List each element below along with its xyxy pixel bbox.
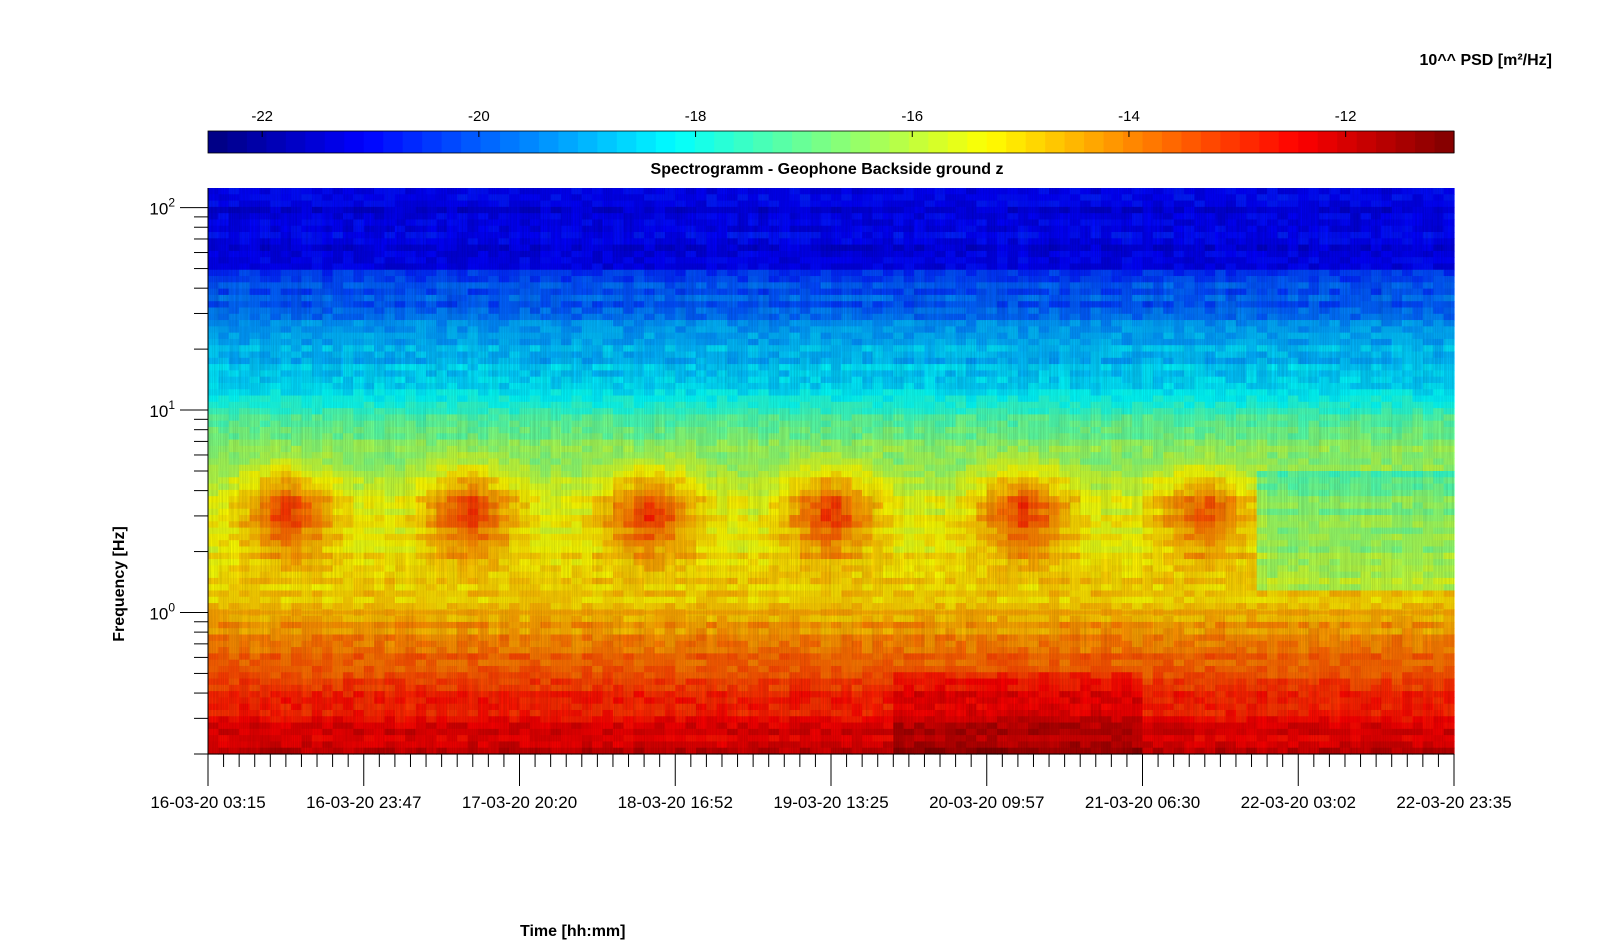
chart-title: Spectrogramm - Geophone Backside ground … [651, 161, 1004, 178]
colorbar-bin [422, 131, 443, 153]
colorbar-bin [305, 131, 326, 153]
colorbar-bin [1142, 131, 1163, 153]
colorbar-bin [1259, 131, 1280, 153]
colorbar-bin [1200, 131, 1221, 153]
colorbar-tick-label: -14 [1118, 108, 1140, 125]
colorbar-bin [733, 131, 754, 153]
colorbar-tick-label: -12 [1335, 108, 1357, 125]
colorbar-bin [1064, 131, 1085, 153]
colorbar-bin [597, 131, 618, 153]
colorbar-bin [1415, 131, 1436, 153]
colorbar-bin [538, 131, 560, 153]
colorbar-bin [1434, 131, 1455, 153]
colorbar-bin [928, 131, 949, 153]
colorbar-tick-label: -22 [251, 108, 273, 125]
colorbar-bin [246, 131, 268, 153]
colorbar-bin [363, 131, 384, 153]
colorbar-bin [714, 131, 735, 153]
colorbar-bin [753, 131, 774, 153]
colorbar-ticks: -22 -20 -18 -16 -14 -12 [251, 108, 1356, 137]
colorbar-bin [889, 131, 910, 153]
colorbar-bin [1123, 131, 1144, 153]
colorbar-tick-label: -18 [685, 108, 707, 125]
colorbar-bin [285, 131, 306, 153]
colorbar-bin [1025, 131, 1046, 153]
colorbar-bin [967, 131, 988, 153]
colorbar-bin [636, 131, 657, 153]
colorbar-bin [324, 131, 345, 153]
colorbar-bin [558, 131, 579, 153]
colorbar-bin [383, 131, 404, 153]
colorbar-bin [1006, 131, 1027, 153]
colorbar-frame [207, 130, 1455, 154]
colorbar-bin [831, 131, 852, 153]
colorbar-bin [1376, 131, 1397, 153]
colorbar-bin [1395, 131, 1416, 153]
colorbar-bin [1161, 131, 1183, 153]
colorbar-bin [1220, 131, 1241, 153]
colorbar-tick-label: -20 [468, 108, 490, 125]
colorbar-bin [208, 131, 229, 153]
colorbar-bin [675, 131, 696, 153]
colorbar-bin [441, 131, 462, 153]
colorbar-bin [1084, 131, 1105, 153]
colorbar-bin [850, 131, 871, 153]
colorbar-bin [402, 131, 423, 153]
colorbar-bin [694, 131, 715, 153]
colorbar-bin [1337, 131, 1358, 153]
colorbar-bin [772, 131, 793, 153]
colorbar-bin [908, 131, 929, 153]
colorbar-bin [1317, 131, 1338, 153]
colorbar-bin [1045, 131, 1066, 153]
colorbar-bin [344, 131, 365, 153]
colorbar-bin [480, 131, 501, 153]
colorbar-bin [1181, 131, 1202, 153]
colorbar-bin [947, 131, 968, 153]
colorbar-bin [519, 131, 540, 153]
colorbar-bin [461, 131, 482, 153]
colorbar-bin [266, 131, 287, 153]
colorbar-bin [869, 131, 891, 153]
colorbar-bin [1298, 131, 1319, 153]
colorbar-bin [1239, 131, 1260, 153]
colorbar-bin [811, 131, 832, 153]
colorbar-tick-label: -16 [901, 108, 923, 125]
colorbar-bin [1278, 131, 1299, 153]
colorbar-bin [1356, 131, 1377, 153]
colorbar-bin [500, 131, 521, 153]
colorbar [207, 130, 1455, 154]
colorbar-bin [616, 131, 637, 153]
colorbar-bin [577, 131, 598, 153]
colorbar-bin [986, 131, 1007, 153]
colorbar-bin [655, 131, 676, 153]
colorbar-bin [792, 131, 813, 153]
colorbar-bin [227, 131, 248, 153]
colorbar-bin [1103, 131, 1124, 153]
